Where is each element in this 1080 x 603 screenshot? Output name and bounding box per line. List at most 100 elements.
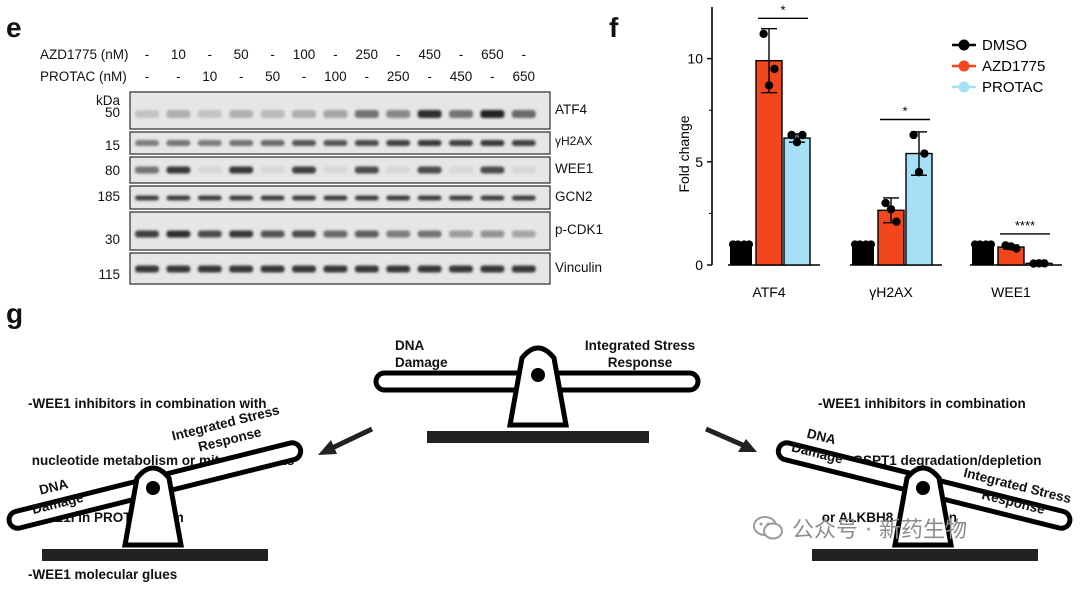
dose-value: - [521, 47, 527, 62]
bar-DMSO [730, 244, 752, 265]
blot-band [197, 140, 222, 146]
blot-band [323, 195, 348, 201]
dose-value: - [207, 47, 213, 62]
blot-band [260, 140, 285, 146]
blot-band [260, 110, 285, 118]
blot-band [417, 265, 442, 273]
kda-label: kDa [96, 93, 121, 108]
blot-band [166, 230, 191, 238]
blot-band [354, 265, 379, 273]
blot-band [449, 140, 473, 146]
blot-band [197, 265, 222, 273]
dose-value: 100 [324, 69, 347, 84]
data-point [987, 240, 995, 249]
blot-band [386, 140, 411, 146]
blot-strip-Vinculin [129, 252, 551, 285]
watermark: 公众号 · 新药生物 [752, 512, 967, 544]
center-dna-damage-label: DNA Damage [395, 338, 448, 370]
blot-band [197, 195, 222, 201]
data-point [764, 81, 774, 90]
blot-strip-p-CDK1 [129, 211, 551, 251]
blot-band [511, 110, 536, 118]
data-point [892, 217, 901, 226]
significance-mark: **** [1015, 218, 1035, 233]
blot-band [354, 166, 379, 174]
chart-legend: DMSO AZD1775 PROTAC [952, 37, 1045, 96]
blot-band [511, 195, 536, 201]
dose-value: 650 [512, 69, 536, 84]
dose-value: 250 [355, 47, 379, 62]
blot-band [511, 166, 536, 174]
arrow-left-icon [318, 426, 374, 455]
mw-marker: 15 [104, 138, 120, 153]
band-label: ATF4 [555, 101, 588, 117]
blot-band [229, 110, 254, 118]
blot-band [260, 195, 285, 201]
blot-band [480, 195, 505, 201]
blot-band [166, 110, 191, 118]
dose-value: - [144, 47, 150, 62]
center-isr-label: Integrated Stress Response [584, 338, 696, 370]
x-category-label: γH2AX [869, 284, 913, 300]
fold-change-chart: Fold change 0 5 10 ATF4 * γH2AX * WEE1 **** DMSO A… [676, 2, 1062, 300]
blot-band [135, 230, 159, 238]
blot-band [354, 230, 379, 238]
blot-band [449, 166, 473, 174]
y-tick-label: 0 [695, 257, 703, 273]
blot-band [292, 110, 316, 118]
dose-value: - [176, 69, 181, 84]
panel-label-e: e [6, 12, 22, 43]
blot-band [511, 230, 536, 238]
panel-label-g: g [6, 298, 24, 329]
blot-band [260, 166, 285, 174]
dose-value: 10 [202, 69, 218, 84]
y-axis-label: Fold change [676, 115, 692, 192]
blot-band [292, 230, 316, 238]
dose-value: 50 [233, 47, 249, 62]
blot-band [135, 110, 159, 118]
blot-band [480, 230, 505, 238]
data-point [745, 240, 753, 249]
blot-band [511, 265, 536, 273]
blot-band [323, 265, 348, 273]
left-text-line-1: -WEE1 inhibitors in combination with [28, 396, 267, 411]
left-seesaw [6, 440, 304, 561]
data-point [886, 205, 896, 214]
blot-band [260, 230, 285, 238]
y-tick-label: 5 [695, 154, 703, 170]
blot-band [417, 166, 442, 174]
right-seesaw [775, 440, 1073, 561]
arrow-right-icon [705, 426, 757, 452]
blot-band [135, 166, 159, 174]
dose-value: - [364, 69, 370, 84]
blot-band [197, 110, 222, 118]
data-point [734, 240, 742, 249]
data-point [914, 167, 924, 177]
watermark-text: 公众号 · 新药生物 [792, 518, 967, 543]
data-point [792, 137, 802, 147]
data-point [920, 149, 929, 158]
blot-strip-WEE1 [129, 156, 551, 184]
blot-band [229, 166, 254, 174]
blot-strip-ATF4 [129, 91, 551, 130]
blot-strip-GCN2 [129, 185, 551, 210]
blot-band [386, 110, 411, 118]
legend-label: AZD1775 [982, 58, 1045, 75]
dose-value: 10 [170, 47, 186, 62]
wechat-icon [753, 516, 783, 540]
blot-band [417, 110, 442, 118]
blot-band [511, 140, 536, 146]
blot-band [229, 195, 254, 201]
data-point [909, 130, 918, 140]
blot-band [386, 230, 411, 238]
blot-band [323, 166, 348, 174]
mw-marker: 80 [104, 163, 120, 178]
blot-band [323, 110, 348, 118]
band-label: p-CDK1 [555, 222, 604, 237]
dose-value: 250 [386, 69, 410, 84]
blot-band [166, 265, 191, 273]
blot-band [323, 230, 348, 238]
blot-band [229, 230, 254, 238]
blot-band [229, 140, 254, 146]
data-point [867, 240, 875, 249]
